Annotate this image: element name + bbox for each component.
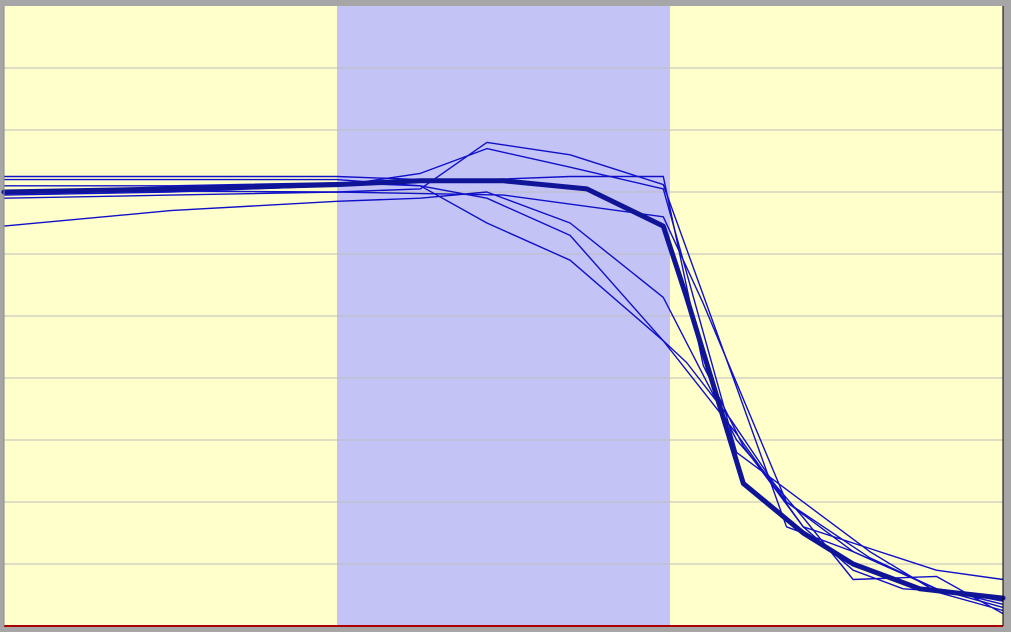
series-line-5 [3,191,1004,615]
series-line-7 [4,178,1004,605]
axes [3,6,1004,627]
mean-line-group [1,178,1006,601]
gridlines [4,67,1003,565]
mean-line [1,178,1006,601]
series-line-4 [4,175,1004,581]
